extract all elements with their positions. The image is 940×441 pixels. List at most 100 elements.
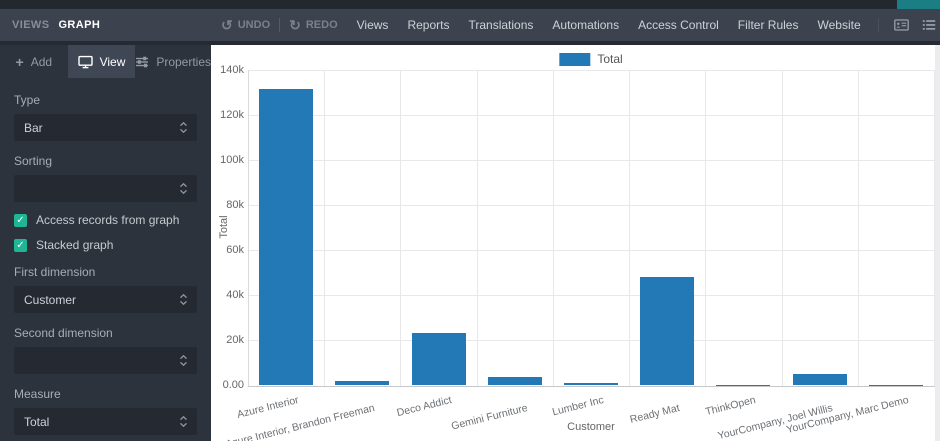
checkbox-box: ✓ [14,238,27,252]
y-tick-label: 140k [220,63,244,76]
nav-item-access-control[interactable]: Access Control [638,18,719,32]
gridline [248,70,934,71]
field-label-measure: Measure [14,387,61,401]
select-chevrons-icon [179,182,188,195]
checkbox-box: ✓ [14,213,27,227]
redo-label: REDO [305,19,338,31]
x-axis-title: Customer [567,421,615,433]
gridline [705,70,707,386]
redo-icon: ↻ [289,17,301,33]
gridline [857,70,859,386]
select-value: Customer [24,292,77,307]
undo-button[interactable]: ↺ UNDO [221,17,270,33]
tab-label: View [99,54,126,69]
studio-header: VIEWS GRAPH ↺ UNDO ↻ REDO Views Reports Tr… [0,9,940,41]
y-tick-label: 60k [226,243,244,256]
studio-nav: Views Reports Translations Automations Acces… [338,18,861,32]
field-label-second-dimension: Second dimension [14,326,113,340]
select-first-dimension[interactable]: Customer [14,286,197,313]
y-tick-label: 100k [220,153,244,166]
bar-azure-interior-brandon-freeman[interactable] [335,380,390,386]
tab-view[interactable]: View [67,45,136,78]
studio-toggle-accent[interactable] [897,0,940,9]
select-measure[interactable]: Total [14,408,197,435]
nav-item-website[interactable]: Website [817,18,861,32]
gridline [934,70,935,386]
gridline [552,70,554,386]
y-tick-label: 0.00 [222,379,244,391]
legend-item-total[interactable]: Total [559,52,623,66]
y-tick-label: 120k [220,108,244,121]
redo-button[interactable]: ↻ REDO [289,17,338,33]
nav-item-filter-rules[interactable]: Filter Rules [737,18,799,32]
bar-ready-mat[interactable] [640,276,695,386]
tab-properties[interactable]: Properties [135,45,211,78]
breadcrumb: VIEWS GRAPH [12,19,211,31]
x-tick-label: Gemini Furniture [449,402,529,433]
legend-label: Total [597,52,623,66]
form-view-icon[interactable] [893,18,909,32]
top-strip [0,0,940,9]
x-tick-label: ThinkOpen [704,394,758,419]
select-type[interactable]: Bar [14,114,197,141]
select-value: Total [24,414,50,429]
field-label-type: Type [14,93,41,107]
select-chevrons-icon [179,415,188,428]
tab-add[interactable]: + Add [0,45,68,78]
y-axis-title: Total [218,215,230,239]
bar-yourcompany-marc-demo[interactable] [868,384,923,386]
x-axis-line [248,385,935,387]
select-chevrons-icon [179,354,188,367]
bar-thinkopen[interactable] [716,384,771,386]
body-row: + Add View Properties Type Bar Sorting ✓ Access… [0,45,940,441]
gridline [629,70,631,386]
field-label-first-dimension: First dimension [14,265,96,279]
studio-sidebar: + Add View Properties Type Bar Sorting ✓ Access… [0,45,211,441]
tab-label: Properties [156,54,212,69]
history-divider [279,18,281,32]
x-tick-label: Ready Mat [628,402,682,426]
select-sorting[interactable] [14,175,197,202]
gridline [248,115,934,117]
bar-azure-interior[interactable] [259,89,314,386]
bar-deco-addict[interactable] [411,332,466,386]
checkbox-label: Stacked graph [36,238,114,252]
gridline [324,70,326,386]
legend-swatch [559,52,591,66]
sliders-icon [135,55,149,69]
y-axis-line [248,70,249,386]
history-controls: ↺ UNDO ↻ REDO [221,18,338,32]
checkbox-stacked-graph[interactable]: ✓ Stacked graph [14,238,197,252]
checkbox-access-records-from-graph[interactable]: ✓ Access records from graph [14,213,197,227]
select-chevrons-icon [179,121,188,134]
nav-item-views[interactable]: Views [356,18,389,32]
undo-icon: ↺ [221,17,233,33]
bar-yourcompany-joel-willis[interactable] [792,374,847,386]
scrollbar-track[interactable] [935,45,940,441]
nav-item-reports[interactable]: Reports [407,18,450,32]
sidebar-body: Type Bar Sorting ✓ Access records from graph… [0,78,211,435]
gridline [248,295,934,297]
select-second-dimension[interactable] [14,347,197,374]
list-view-icon[interactable] [922,18,936,32]
breadcrumb-views[interactable]: VIEWS [12,19,50,31]
nav-item-automations[interactable]: Automations [552,18,620,32]
gridline [248,340,934,342]
select-chevrons-icon [179,293,188,306]
plus-icon: + [15,53,24,70]
y-tick-label: 40k [226,288,244,301]
select-value: Bar [24,120,43,135]
view-switcher [877,18,940,32]
x-tick-label: Deco Addict [395,394,453,420]
nav-item-translations[interactable]: Translations [468,18,534,32]
checkbox-label: Access records from graph [36,213,180,227]
breadcrumb-graph: GRAPH [58,19,101,31]
gridline [400,70,402,386]
y-tick-label: 80k [226,198,244,211]
header-bottom-band [0,41,940,45]
bar-gemini-furniture[interactable] [487,376,542,386]
tab-label: Add [30,54,53,69]
bar-lumber-inc[interactable] [564,383,618,386]
gridline [248,205,934,207]
